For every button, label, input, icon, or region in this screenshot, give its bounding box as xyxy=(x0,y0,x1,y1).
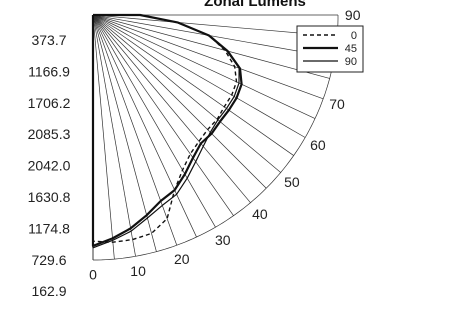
grid-spoke xyxy=(92,14,294,156)
grid-spoke xyxy=(92,14,335,58)
zonal-lumen-value: 162.9 xyxy=(31,283,66,299)
angle-tick-label: 20 xyxy=(174,251,190,267)
zonal-lumen-value: 729.6 xyxy=(31,252,66,268)
grid-spoke xyxy=(92,14,234,216)
chart-title: Zonal Lumens xyxy=(204,0,306,10)
legend-label-0: 0 xyxy=(351,30,357,42)
legend-label-45: 45 xyxy=(345,43,357,55)
angle-tick-label: 90 xyxy=(345,7,361,23)
zonal-lumen-value: 1166.9 xyxy=(28,63,70,79)
grid-spoke xyxy=(92,14,306,138)
grid-spoke xyxy=(92,14,324,100)
grid-spoke xyxy=(92,14,136,257)
zonal-lumen-value: 1174.8 xyxy=(28,220,70,236)
zonal-lumen-value: 373.7 xyxy=(31,32,66,48)
grid-spoke xyxy=(92,14,157,252)
grid-spoke xyxy=(92,14,316,119)
zonal-lumen-value: 1630.8 xyxy=(28,189,71,205)
series-curve-90 xyxy=(92,14,240,249)
angle-tick-label: 40 xyxy=(252,206,268,222)
angle-tick-label: 10 xyxy=(130,263,146,279)
angle-tick-label: 70 xyxy=(329,96,345,112)
zonal-lumen-value: 2085.3 xyxy=(28,126,71,142)
polar-grid xyxy=(92,14,339,261)
angle-tick-label: 30 xyxy=(215,232,231,248)
grid-spoke xyxy=(92,14,338,37)
grid-spoke xyxy=(92,14,281,173)
angle-tick-label: 0 xyxy=(89,267,97,283)
grid-spoke xyxy=(92,14,178,246)
grid-spoke xyxy=(92,14,251,203)
grid-spoke xyxy=(92,14,216,228)
angle-tick-label: 50 xyxy=(284,174,300,190)
zonal-lumen-value: 1706.2 xyxy=(28,95,71,111)
grid-spoke xyxy=(92,14,197,238)
grid-outer-arc xyxy=(93,15,339,261)
series-layer xyxy=(91,13,243,249)
legend-label-90: 90 xyxy=(345,56,357,68)
grid-spoke xyxy=(92,14,115,260)
grid-spoke xyxy=(92,14,267,189)
angle-labels: 0102030405060708090 xyxy=(89,7,361,283)
angle-tick-label: 60 xyxy=(310,137,326,153)
grid-spoke xyxy=(92,14,330,79)
zonal-lumen-labels: 373.7 1166.9 1706.2 2085.3 2042.0 1630.8 1174.… xyxy=(28,32,71,299)
zonal-lumen-value: 2042.0 xyxy=(28,158,71,174)
